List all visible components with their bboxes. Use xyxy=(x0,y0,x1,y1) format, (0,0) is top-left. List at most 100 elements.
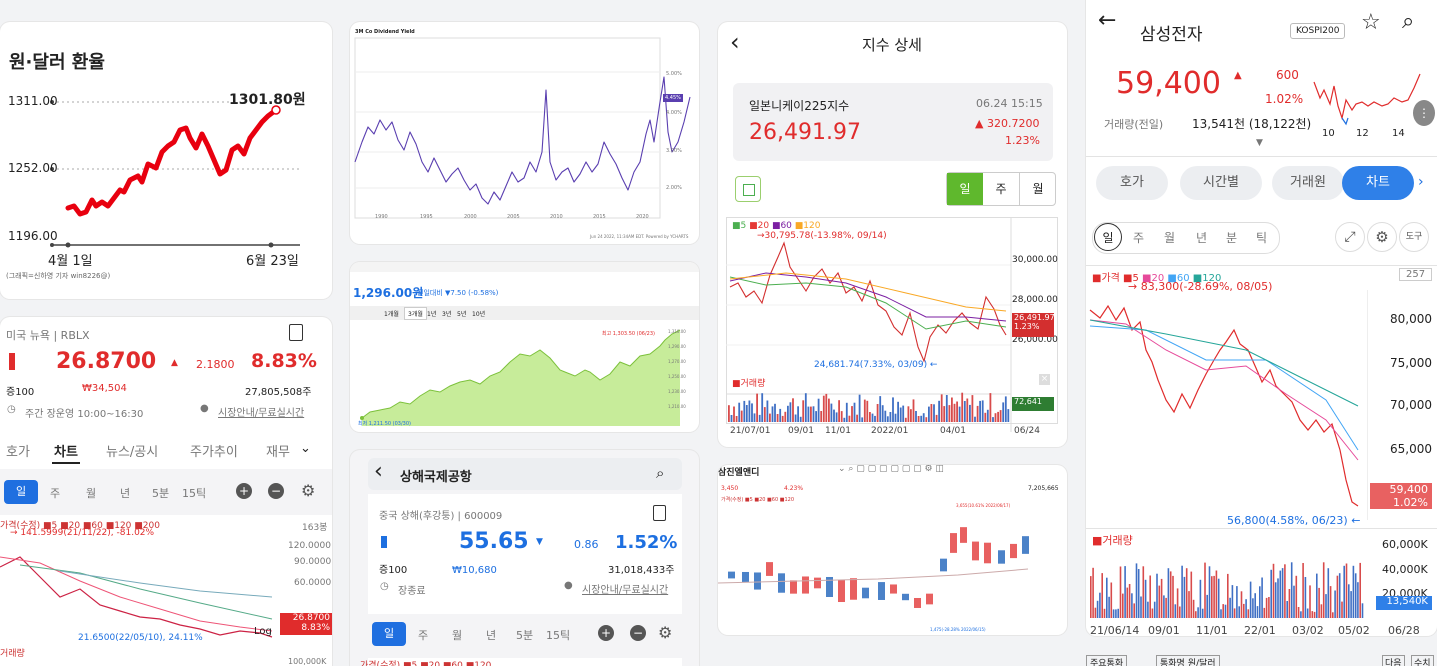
zoom-out-icon[interactable]: − xyxy=(268,483,284,499)
period-year[interactable]: 년 xyxy=(486,629,497,642)
search-icon[interactable]: ⌕ xyxy=(656,464,665,482)
tab-price-trend[interactable]: 주가추이 xyxy=(190,445,238,460)
volume-bar xyxy=(756,393,758,422)
period-5min[interactable]: 5분 xyxy=(152,487,170,500)
max-label: → 141.5999(21/11/22), -81.02% xyxy=(10,528,155,538)
market-guide-link[interactable]: 시장안내/무료실시간 xyxy=(218,408,305,419)
volume-bar xyxy=(1245,599,1247,618)
right-tick-2: 4.00% xyxy=(666,110,682,116)
volume-bar xyxy=(794,414,797,422)
zoom-in-icon[interactable]: + xyxy=(236,483,252,499)
right-tick-3: 3.00% xyxy=(666,148,682,154)
stock-name: 삼성전자 xyxy=(1140,25,1203,45)
volume-bar xyxy=(1176,588,1179,618)
volume-bar xyxy=(1119,566,1122,618)
back-icon[interactable]: ‹ xyxy=(730,28,740,56)
volume-bar xyxy=(1101,573,1103,618)
document-icon[interactable] xyxy=(289,324,303,341)
tab-orderbook[interactable]: 호가 xyxy=(1096,166,1168,200)
gear-icon[interactable]: ⚙ xyxy=(1367,222,1397,252)
period-week[interactable]: 주 xyxy=(995,182,1007,196)
volume-bar xyxy=(835,412,838,422)
value-button[interactable]: 수치 xyxy=(1411,655,1434,666)
currency-name-select[interactable]: 통화명 원/달러 xyxy=(1156,655,1220,666)
volume-bar xyxy=(1181,565,1183,618)
tab-news[interactable]: 뉴스/공시 xyxy=(106,445,159,460)
range-10y[interactable]: 10년 xyxy=(472,311,486,318)
period-month[interactable]: 월 xyxy=(1019,173,1056,205)
zoom-out-icon[interactable]: − xyxy=(630,625,646,641)
period-month[interactable]: 월 xyxy=(86,487,97,500)
volume-bar xyxy=(1284,564,1286,618)
period-year[interactable]: 년 xyxy=(120,487,131,500)
range-5y[interactable]: 5년 xyxy=(457,311,467,318)
tab-orderbook[interactable]: 호가 xyxy=(6,445,30,460)
close-icon[interactable]: × xyxy=(1039,374,1050,385)
period-day[interactable]: 일 xyxy=(1094,223,1122,251)
tab-bar: 호가 차트 뉴스/공시 주가추이 재무 ⌄ xyxy=(0,435,332,464)
tab-broker[interactable]: 거래원 xyxy=(1272,166,1344,200)
period-week[interactable]: 주 xyxy=(418,629,429,642)
current-price-tag-value: 26,491.97 xyxy=(1014,313,1055,322)
volume-bar xyxy=(1213,575,1215,618)
chevron-down-icon[interactable]: ⌄ xyxy=(300,441,311,456)
currency-select[interactable]: 주요통화 xyxy=(1086,655,1128,666)
tab-time[interactable]: 시간별 xyxy=(1180,166,1262,200)
period-day[interactable]: 일 xyxy=(4,480,38,504)
min-label: 21.6500(22/05/10), 24.11% xyxy=(78,633,203,643)
period-month[interactable]: 월 xyxy=(1164,231,1176,245)
gear-icon[interactable]: ⚙ xyxy=(658,623,673,642)
chevron-right-icon[interactable]: › xyxy=(1418,174,1424,190)
period-week[interactable]: 주 xyxy=(50,487,61,500)
document-icon[interactable] xyxy=(653,505,666,521)
zoom-in-icon[interactable]: + xyxy=(598,625,614,641)
tools-button[interactable]: 도구 xyxy=(1399,222,1429,252)
period-tick[interactable]: 틱 xyxy=(1256,231,1268,245)
volume-bar xyxy=(969,404,971,422)
current-price-tag: 26.8700 8.83% xyxy=(280,613,332,635)
fullscreen-icon[interactable] xyxy=(735,176,761,202)
tab-chart[interactable]: 차트 xyxy=(54,445,78,460)
volume-bar xyxy=(1311,611,1314,618)
volume-bar xyxy=(1188,591,1190,618)
period-month[interactable]: 월 xyxy=(452,629,463,642)
y-tick-2: 90.0000 xyxy=(294,557,332,567)
log-toggle[interactable]: Log xyxy=(254,626,272,637)
period-minute[interactable]: 분 xyxy=(1226,231,1238,245)
period-toggle: 일 주 월 xyxy=(946,172,1056,206)
gear-icon[interactable]: ⚙ xyxy=(301,481,316,500)
range-3y[interactable]: 3년 xyxy=(442,311,452,318)
y-tick-3: 60.0000 xyxy=(294,578,332,588)
volume-bar xyxy=(984,412,987,422)
samsung-card: ← 삼성전자 KOSPI200 ☆ ⌕ 59,400 ▲ 600 1.02% 거… xyxy=(1086,0,1437,636)
more-dots-icon[interactable]: ⋮ xyxy=(1413,100,1435,126)
period-day[interactable]: 일 xyxy=(372,622,406,646)
y-tick-1: 120.0000 xyxy=(288,541,331,551)
volume-bar xyxy=(994,413,997,422)
period-year[interactable]: 년 xyxy=(1196,231,1208,245)
market-guide-link[interactable]: 시장안내/무료실시간 xyxy=(582,585,669,596)
star-icon[interactable]: ☆ xyxy=(1361,10,1381,35)
back-icon[interactable]: ‹ xyxy=(374,459,383,484)
range-1m[interactable]: 1개월 xyxy=(384,311,399,318)
expand-arrows-icon[interactable]: ⤢ xyxy=(1335,222,1365,252)
period-week[interactable]: 주 xyxy=(1133,231,1145,245)
period-15tick[interactable]: 15틱 xyxy=(182,487,207,500)
volume-bar xyxy=(1179,606,1181,618)
next-button[interactable]: 다음 xyxy=(1382,655,1405,666)
period-day[interactable]: 일 xyxy=(947,173,983,205)
period-15tick[interactable]: 15틱 xyxy=(546,629,571,642)
volume-bar xyxy=(925,417,928,422)
back-icon[interactable]: ← xyxy=(1098,8,1117,33)
range-3m[interactable]: 3개월 xyxy=(404,307,427,320)
volume-bar xyxy=(992,417,994,422)
volume-bar xyxy=(1277,578,1279,618)
volume-bar xyxy=(1252,598,1254,618)
tab-finance[interactable]: 재무 xyxy=(266,445,290,460)
volume-bar xyxy=(820,411,823,422)
range-1y[interactable]: 1년 xyxy=(427,311,437,318)
expand-icon[interactable]: ▼ xyxy=(1256,138,1263,148)
period-5min[interactable]: 5분 xyxy=(516,629,534,642)
tab-chart[interactable]: 차트 xyxy=(1342,166,1414,200)
search-icon[interactable]: ⌕ xyxy=(1402,9,1415,34)
